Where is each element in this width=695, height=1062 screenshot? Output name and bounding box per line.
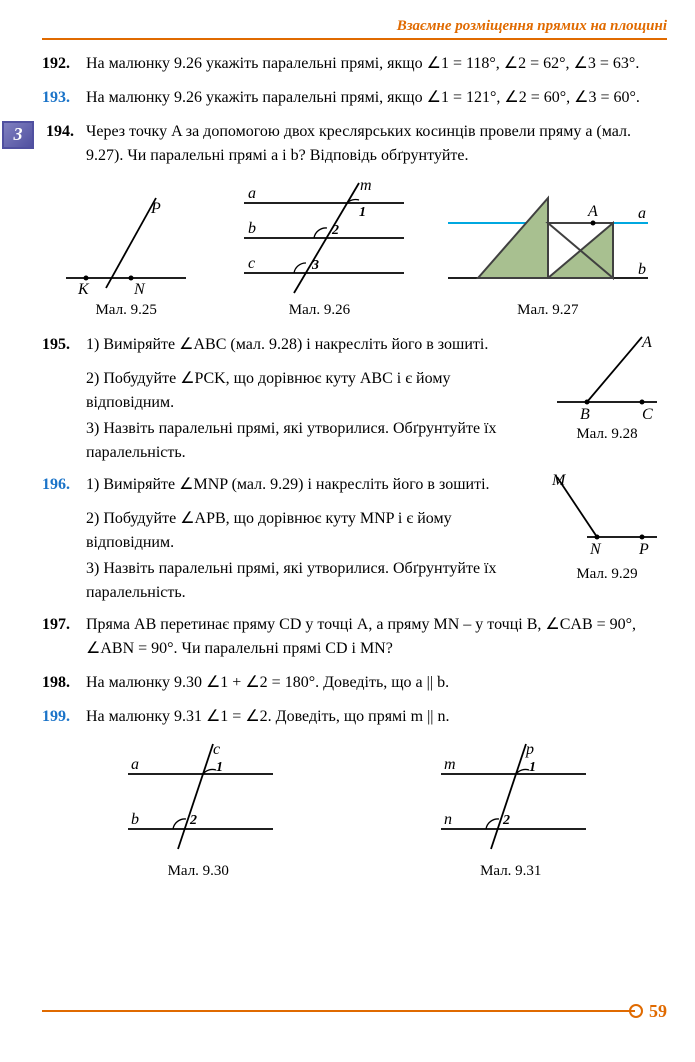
svg-text:N: N [589, 541, 602, 558]
svg-text:A: A [587, 203, 598, 220]
figure-caption: Мал. 9.25 [56, 302, 196, 319]
figure-926: 1 2 3 a b c m Мал. 9.26 [224, 178, 414, 319]
svg-text:1: 1 [359, 205, 366, 220]
figure-928: A B C Мал. 9.28 [547, 327, 667, 467]
diagram-928: A B C [547, 327, 667, 422]
problem-subitem: 3) Назвіть паралельні прямі, які утворил… [42, 417, 537, 465]
diagram-927: A a b [443, 178, 653, 298]
problem-193: 193. На малюнку 9.26 укажіть паралельні … [42, 86, 667, 110]
svg-text:2: 2 [189, 813, 197, 828]
problem-text: На малюнку 9.26 укажіть паралельні прямі… [86, 52, 667, 76]
diagram-929: M N P [547, 467, 667, 562]
page: Взаємне розміщення прямих на площині 192… [0, 0, 695, 1030]
problem-text: Пряма AB перетинає пряму CD у точці A, а… [86, 613, 667, 661]
svg-text:C: C [642, 406, 653, 422]
problem-num: 199. [42, 705, 86, 729]
problem-195: 195. 1) Виміряйте ∠ABC (мал. 9.28) і нак… [42, 327, 667, 467]
problem-text: На малюнку 9.31 ∠1 = ∠2. Доведіть, що пр… [86, 705, 667, 729]
problem-text: На малюнку 9.30 ∠1 + ∠2 = 180°. Доведіть… [86, 671, 667, 695]
svg-text:b: b [638, 261, 646, 278]
svg-text:2: 2 [502, 813, 510, 828]
problem-199: 199. На малюнку 9.31 ∠1 = ∠2. Доведіть, … [42, 705, 667, 729]
svg-text:n: n [444, 811, 452, 828]
problem-text: Через точку A за допомогою двох креслярс… [86, 120, 667, 168]
svg-text:c: c [248, 255, 255, 272]
svg-text:p: p [525, 741, 534, 758]
svg-text:2: 2 [331, 223, 339, 238]
problem-text: 1) Виміряйте ∠MNP (мал. 9.29) і накреслі… [86, 473, 537, 497]
figure-caption: Мал. 9.31 [416, 863, 606, 880]
figure-caption: Мал. 9.29 [547, 566, 667, 583]
diagram-931: 1 2 m n p [416, 739, 606, 859]
problem-num: 198. [42, 671, 86, 695]
problem-196: 196. 1) Виміряйте ∠MNP (мал. 9.29) і нак… [42, 467, 667, 607]
svg-text:1: 1 [529, 760, 536, 775]
svg-text:A: A [641, 334, 652, 351]
problem-num: 192. [42, 52, 86, 76]
problem-num-label: 194. [46, 123, 74, 140]
figure-930: 1 2 a b c Мал. 9.30 [103, 739, 293, 880]
figure-caption: Мал. 9.27 [443, 302, 653, 319]
problem-194: 3 194. Через точку A за допомогою двох к… [42, 120, 667, 168]
difficulty-icon: 3 [2, 121, 34, 149]
problem-num: 193. [42, 86, 86, 110]
problem-subitem: 3) Назвіть паралельні прямі, які утворил… [42, 557, 537, 605]
problem-192: 192. На малюнку 9.26 укажіть паралельні … [42, 52, 667, 76]
figure-caption: Мал. 9.26 [224, 302, 414, 319]
figure-caption: Мал. 9.28 [547, 426, 667, 443]
svg-text:m: m [444, 756, 456, 773]
svg-text:P: P [150, 200, 161, 217]
svg-text:b: b [248, 220, 256, 237]
problem-text: 1) Виміряйте ∠ABC (мал. 9.28) і накреслі… [86, 333, 537, 357]
svg-text:c: c [213, 741, 220, 758]
svg-text:B: B [580, 406, 590, 422]
figure-931: 1 2 m n p Мал. 9.31 [416, 739, 606, 880]
problem-subitem: 2) Побудуйте ∠PCK, що дорівнює куту ABC … [42, 367, 537, 415]
svg-text:1: 1 [216, 760, 223, 775]
diagram-925: P K N [56, 188, 196, 298]
problem-num: 195. [42, 333, 86, 357]
problem-197: 197. Пряма AB перетинає пряму CD у точці… [42, 613, 667, 661]
problem-subitem: 2) Побудуйте ∠APB, що дорівнює куту MNP … [42, 507, 537, 555]
svg-text:3: 3 [311, 258, 319, 273]
svg-text:M: M [551, 472, 567, 489]
problem-num: 197. [42, 613, 86, 661]
diagram-930: 1 2 a b c [103, 739, 293, 859]
svg-text:a: a [638, 205, 646, 222]
svg-text:m: m [360, 178, 372, 194]
diagram-926: 1 2 3 a b c m [224, 178, 414, 298]
problem-num: 196. [42, 473, 86, 497]
svg-text:a: a [248, 185, 256, 202]
footer-rule [42, 1010, 635, 1012]
figure-927: A a b Мал. 9.27 [443, 178, 653, 319]
figure-925: P K N Мал. 9.25 [56, 188, 196, 319]
figure-row-1: P K N Мал. 9.25 1 2 3 a b c m [42, 178, 667, 319]
svg-text:a: a [131, 756, 139, 773]
svg-text:N: N [133, 281, 146, 298]
figure-row-2: 1 2 a b c Мал. 9.30 1 2 m n p Мал. 9.31 [42, 739, 667, 880]
section-header: Взаємне розміщення прямих на площині [42, 18, 667, 40]
svg-text:P: P [638, 541, 649, 558]
figure-929: M N P Мал. 9.29 [547, 467, 667, 607]
page-number: 59 [629, 1001, 667, 1022]
problem-num: 3 194. [42, 120, 86, 168]
svg-text:b: b [131, 811, 139, 828]
figure-caption: Мал. 9.30 [103, 863, 293, 880]
problem-text: На малюнку 9.26 укажіть паралельні прямі… [86, 86, 667, 110]
problem-198: 198. На малюнку 9.30 ∠1 + ∠2 = 180°. Дов… [42, 671, 667, 695]
svg-text:K: K [77, 281, 90, 298]
